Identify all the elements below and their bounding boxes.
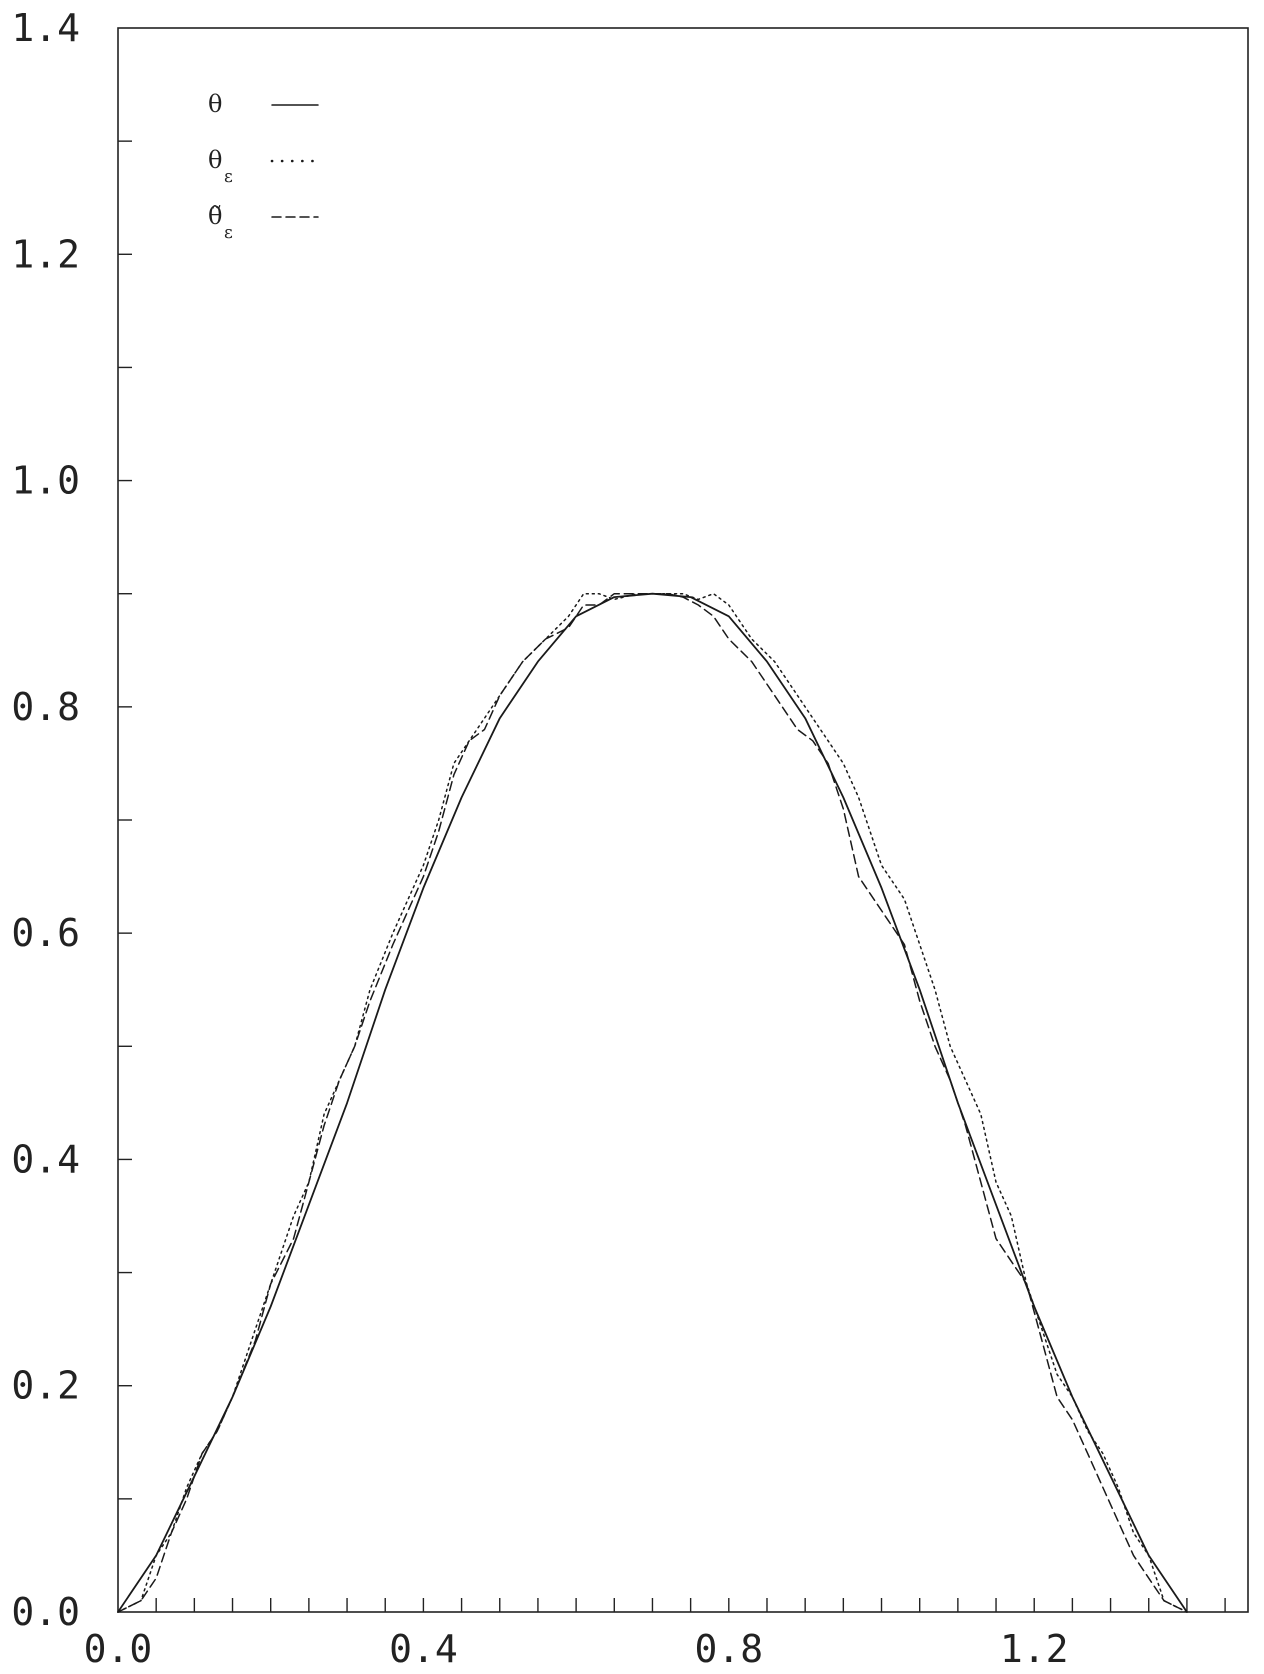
x-tick-label: 0.8 xyxy=(694,1627,763,1671)
series-line-1 xyxy=(117,592,1188,1613)
x-tick-label: 0.4 xyxy=(389,1627,458,1671)
x-tick-label: 0.0 xyxy=(84,1627,153,1671)
axis-tick-labels: 0.0 0.4 0.8 1.2 0.0 0.2 0.4 0.6 0.8 1.0 1.2 1.4 xyxy=(11,6,1068,1671)
series-layer xyxy=(117,592,1188,1613)
y-tick-label: 0.4 xyxy=(11,1137,80,1181)
legend-item-2: θ̃ε xyxy=(208,202,319,243)
y-tick-label: 1.0 xyxy=(11,459,80,503)
y-tick-label: 0.8 xyxy=(11,685,80,729)
plot-frame xyxy=(117,27,1249,1613)
series-line-2 xyxy=(117,592,1188,1613)
plot-border xyxy=(117,27,1249,1613)
y-tick-label: 1.2 xyxy=(11,232,80,276)
legend-symbol: θ xyxy=(208,146,222,174)
axis-ticks xyxy=(118,140,1226,1612)
legend-item-0: θ xyxy=(208,90,319,118)
y-tick-label: 0.6 xyxy=(11,911,80,955)
y-tick-label: 1.4 xyxy=(11,6,80,50)
x-tick-label: 1.2 xyxy=(1000,1627,1069,1671)
y-tick-label: 0.2 xyxy=(11,1364,80,1408)
legend-subscript: ε xyxy=(224,167,233,187)
legend-subscript: ε xyxy=(224,223,233,243)
series-line-0 xyxy=(117,592,1188,1613)
y-tick-label: 0.0 xyxy=(11,1590,80,1634)
legend-item-1: θε xyxy=(208,146,320,187)
legend-symbol: θ xyxy=(208,90,222,118)
legend-symbol: θ̃ xyxy=(208,202,222,230)
